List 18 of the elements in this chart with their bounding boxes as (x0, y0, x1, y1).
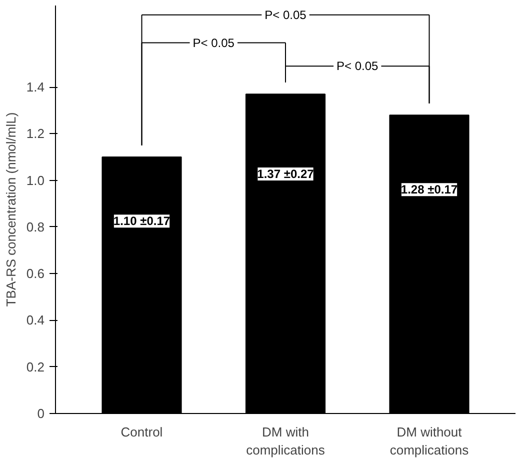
annotation: P< 0.05 (336, 59, 379, 74)
y-tick-label: 0.4 (26, 312, 45, 328)
x-tick-label: DM with complications (246, 424, 326, 458)
annotation: P< 0.05 (264, 8, 307, 22)
annotation: P< 0.05 (192, 36, 235, 50)
data-label: 1.37 ±0.27 (257, 166, 314, 181)
x-tick-label: DM without complications (390, 424, 470, 458)
y-tick-label: 1.2 (26, 126, 45, 142)
y-tick-label: 0.8 (26, 219, 45, 234)
x-tick-label: Control (120, 424, 163, 440)
y-tick-label: 0.6 (26, 266, 45, 282)
y-tick-label: 1.4 (26, 80, 45, 95)
data-label: 1.10 ±0.17 (113, 214, 170, 228)
y-tick-label: 0 (37, 406, 45, 421)
y-tick-label: 1.0 (26, 172, 45, 188)
y-axis-title: TBA-RS concentration (nmol/mlL) (3, 112, 18, 307)
data-label: 1.28 ±0.17 (400, 182, 458, 197)
y-tick-label: 0.2 (26, 359, 45, 374)
